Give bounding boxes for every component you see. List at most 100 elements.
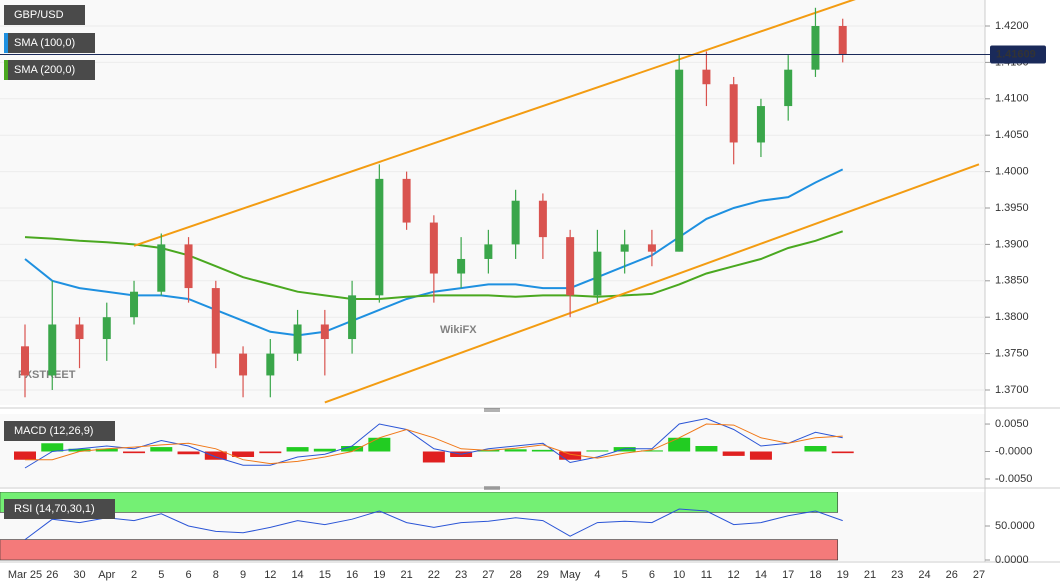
candle-body bbox=[457, 258, 466, 274]
candle-body bbox=[647, 244, 656, 252]
macd-histogram-bar bbox=[640, 450, 663, 452]
macd-histogram-bar bbox=[695, 446, 718, 452]
legend-item: SMA (200,0) bbox=[4, 60, 95, 80]
rsi-band bbox=[0, 539, 839, 561]
rsi-band bbox=[0, 492, 839, 513]
legend-item: GBP/USD bbox=[4, 5, 85, 25]
x-tick-label: Apr bbox=[98, 569, 115, 581]
macd-histogram-bar bbox=[177, 451, 200, 455]
macd-histogram-bar bbox=[804, 446, 827, 452]
macd-histogram-bar bbox=[504, 449, 527, 452]
candle-body bbox=[239, 353, 248, 376]
candle-body bbox=[375, 178, 384, 296]
y-tick-label: 0.0000 bbox=[995, 554, 1029, 566]
x-tick-label: 18 bbox=[809, 569, 821, 581]
candle-body bbox=[756, 106, 765, 143]
macd-histogram-bar bbox=[368, 437, 391, 452]
y-tick-label: 1.3850 bbox=[995, 275, 1029, 287]
y-tick-label: 1.3800 bbox=[995, 311, 1029, 323]
x-tick-label: 10 bbox=[673, 569, 685, 581]
x-tick-label: 6 bbox=[185, 569, 191, 581]
legend-box bbox=[4, 499, 115, 519]
legend-item: SMA (100,0) bbox=[4, 33, 95, 53]
macd-histogram-bar bbox=[313, 448, 336, 452]
x-tick-label: May bbox=[560, 569, 581, 581]
x-tick-label: 17 bbox=[782, 569, 794, 581]
x-tick-label: 19 bbox=[373, 569, 385, 581]
macd-layer bbox=[14, 417, 854, 469]
macd-histogram-bar bbox=[586, 450, 609, 452]
x-tick-label: 8 bbox=[213, 569, 219, 581]
candle-body bbox=[484, 244, 493, 259]
macd-histogram-bar bbox=[95, 448, 118, 452]
x-tick-label: 2 bbox=[131, 569, 137, 581]
x-tick-label: 15 bbox=[319, 569, 331, 581]
legend-item: RSI (14,70,30,1) bbox=[4, 499, 115, 519]
x-tick-label: 29 bbox=[537, 569, 549, 581]
x-tick-label: 4 bbox=[594, 569, 600, 581]
macd-histogram-bar bbox=[668, 437, 691, 452]
candle-body bbox=[702, 69, 711, 85]
macd-histogram-bar bbox=[422, 451, 445, 463]
y-tick-label: 1.3950 bbox=[995, 202, 1029, 214]
macd-histogram-bar bbox=[232, 451, 255, 457]
x-tick-label: 27 bbox=[973, 569, 985, 581]
grip[interactable] bbox=[484, 408, 500, 412]
legend-label: SMA (100,0) bbox=[14, 37, 75, 49]
candle-body bbox=[811, 25, 820, 70]
candle-body bbox=[729, 84, 738, 143]
macd-histogram-bar bbox=[749, 451, 772, 460]
candle-body bbox=[48, 324, 57, 376]
x-tick-label: 16 bbox=[346, 569, 358, 581]
x-tick-label: 14 bbox=[755, 569, 767, 581]
y-tick-label: 1.4100 bbox=[995, 93, 1029, 105]
candle-body bbox=[566, 237, 575, 296]
x-tick-label: Mar 25 bbox=[8, 569, 42, 581]
candle-body bbox=[75, 324, 84, 340]
legend-box bbox=[4, 421, 115, 441]
y-tick-label: 50.0000 bbox=[995, 520, 1035, 532]
last-price-box bbox=[990, 45, 1046, 64]
legend-label: GBP/USD bbox=[14, 9, 64, 21]
x-tick-label: 24 bbox=[918, 569, 930, 581]
candle-body bbox=[838, 25, 847, 55]
trend-line bbox=[324, 163, 980, 404]
candle-body bbox=[130, 291, 139, 318]
x-tick-label: 5 bbox=[158, 569, 164, 581]
x-tick-label: 22 bbox=[428, 569, 440, 581]
x-tick-label: 21 bbox=[400, 569, 412, 581]
x-tick-label: 23 bbox=[891, 569, 903, 581]
macd-histogram-bar bbox=[286, 447, 309, 452]
x-tick-label: 9 bbox=[240, 569, 246, 581]
x-tick-label: 5 bbox=[622, 569, 628, 581]
candle-body bbox=[184, 244, 193, 289]
macd-line bbox=[25, 423, 843, 465]
candle-body bbox=[320, 324, 329, 340]
candle-body bbox=[21, 346, 29, 376]
candle-body bbox=[675, 69, 684, 252]
candle-body bbox=[784, 69, 793, 107]
rsi-line bbox=[24, 508, 843, 541]
watermark: FXSTREET bbox=[18, 369, 76, 381]
candle-body bbox=[266, 353, 275, 376]
y-tick-label: 1.3750 bbox=[995, 348, 1029, 360]
candle-body bbox=[348, 295, 357, 340]
y-tick-label: -0.0050 bbox=[995, 473, 1032, 485]
macd-histogram-bar bbox=[150, 447, 173, 452]
x-tick-label: 12 bbox=[728, 569, 740, 581]
macd-histogram-bar bbox=[68, 448, 91, 452]
macd-line bbox=[24, 417, 843, 469]
macd-histogram-bar bbox=[341, 446, 364, 452]
candle-body bbox=[538, 200, 547, 238]
x-tick-label: 30 bbox=[73, 569, 85, 581]
rsi-layer bbox=[0, 492, 843, 561]
macd-histogram-bar bbox=[14, 451, 36, 460]
y-tick-label: 1.4000 bbox=[995, 166, 1029, 178]
x-tick-label: 11 bbox=[701, 569, 712, 581]
y-tick-label: 1.4050 bbox=[995, 129, 1029, 141]
last-price-label: 1.41609 bbox=[996, 48, 1036, 60]
grip[interactable] bbox=[484, 486, 500, 490]
candle-body bbox=[402, 178, 411, 223]
candle-body bbox=[429, 222, 438, 274]
